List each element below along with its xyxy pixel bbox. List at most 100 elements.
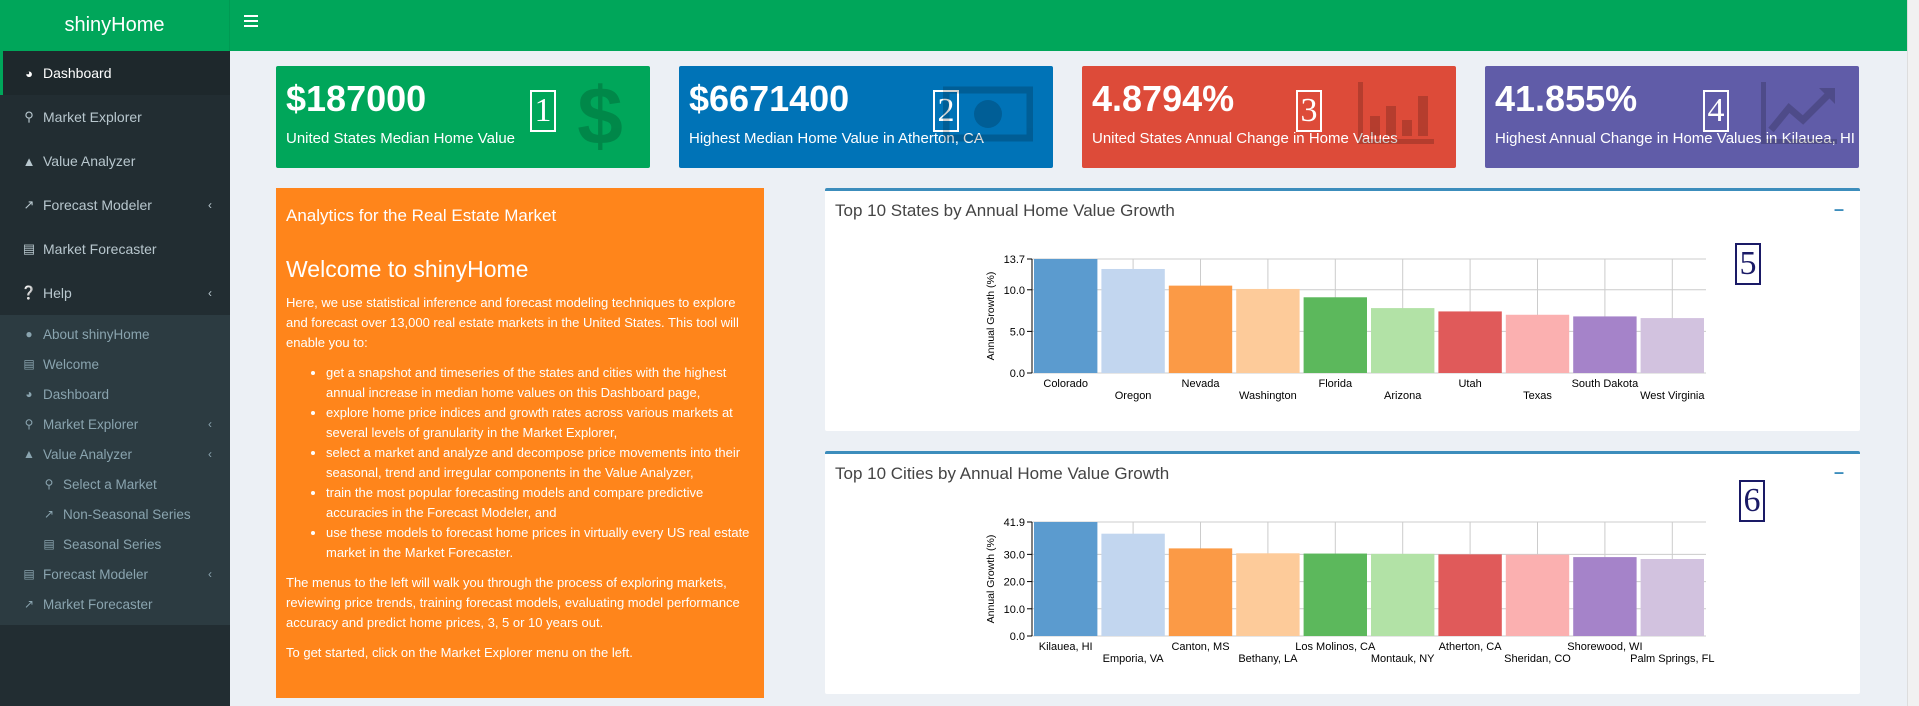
bar bbox=[1640, 559, 1704, 636]
sidebar-subitem-label: Dashboard bbox=[43, 386, 110, 402]
page-scrollbar[interactable] bbox=[1907, 0, 1919, 706]
search-icon: ⚲ bbox=[24, 109, 34, 124]
sidebar-item-value-analyzer[interactable]: ▲ Value Analyzer bbox=[0, 139, 230, 183]
sidebar-subitem-forecast-modeler[interactable]: ▤ Forecast Modeler ‹ bbox=[0, 559, 230, 589]
help-submenu: ● About shinyHome ▤ Welcome ◕ Dashboard … bbox=[0, 315, 230, 625]
chevron-left-icon: ‹ bbox=[208, 286, 212, 300]
dashboard-icon: ◕ bbox=[25, 387, 33, 401]
x-tick-label: Utah bbox=[1458, 378, 1481, 390]
cities-bar-chart: 0.0 10.0 20.0 30.0 41.9 Kilauea, HI Emporia, V… bbox=[985, 517, 1714, 665]
y-tick-label: 10.0 bbox=[1004, 285, 1025, 297]
sidebar-item-help[interactable]: ❔ Help ‹ bbox=[0, 271, 230, 315]
y-tick-label: 13.7 bbox=[1004, 254, 1025, 266]
bar bbox=[1034, 522, 1098, 636]
sidebar-subitem-seasonal[interactable]: ▤ Seasonal Series bbox=[0, 529, 230, 559]
list-item: select a market and analyze and decompos… bbox=[326, 443, 754, 483]
y-axis-label: Annual Growth (%) bbox=[985, 535, 997, 624]
sidebar-subitem-label: Select a Market bbox=[63, 476, 157, 492]
sidebar-item-market-forecaster[interactable]: ▤ Market Forecaster bbox=[0, 227, 230, 271]
bar bbox=[1168, 548, 1233, 636]
dashboard-icon: ◕ bbox=[25, 65, 33, 81]
annotation-marker: 2 bbox=[933, 90, 959, 132]
bar bbox=[1438, 311, 1502, 373]
x-tick-label: Kilauea, HI bbox=[1039, 641, 1093, 653]
x-tick-label: Atherton, CA bbox=[1439, 641, 1503, 653]
chevron-left-icon: ‹ bbox=[208, 198, 212, 212]
x-tick-label: Oregon bbox=[1115, 390, 1152, 402]
states-bar-chart: 0.0 5.0 10.0 13.7 Colorado Oregon Nevada Washin… bbox=[985, 254, 1706, 402]
book-icon: ▤ bbox=[23, 357, 35, 371]
collapse-button[interactable]: – bbox=[1833, 462, 1844, 482]
bar bbox=[1505, 314, 1570, 373]
sidebar-subitem-select-market[interactable]: ⚲ Select a Market bbox=[0, 469, 230, 499]
annotation-marker: 1 bbox=[530, 90, 556, 132]
area-chart-icon: ▲ bbox=[23, 447, 35, 461]
chevron-down-icon: ‹ bbox=[208, 447, 212, 461]
y-tick-label: 10.0 bbox=[1004, 604, 1025, 616]
sidebar-item-dashboard[interactable]: ◕ Dashboard bbox=[0, 51, 230, 95]
intro-panel-title: Analytics for the Real Estate Market bbox=[286, 206, 557, 225]
x-tick-label: West Virginia bbox=[1640, 390, 1705, 402]
value-box-value: $187000 bbox=[286, 78, 427, 119]
x-tick-label: Texas bbox=[1523, 390, 1552, 402]
y-tick-label: 41.9 bbox=[1004, 517, 1025, 529]
sidebar-item-market-explorer[interactable]: ⚲ Market Explorer bbox=[0, 95, 230, 139]
annotation-marker: 5 bbox=[1735, 243, 1761, 285]
annotation-marker: 4 bbox=[1703, 90, 1729, 132]
bar bbox=[1573, 557, 1637, 636]
line-chart-icon bbox=[1761, 82, 1837, 144]
sidebar-subitem-market-explorer[interactable]: ⚲ Market Explorer ‹ bbox=[0, 409, 230, 439]
bar bbox=[1034, 259, 1098, 373]
list-item: explore home price indices and growth ra… bbox=[326, 403, 754, 443]
intro-panel: Analytics for the Real Estate Market Wel… bbox=[276, 188, 764, 698]
states-chart-panel: Top 10 States by Annual Home Value Growt… bbox=[825, 188, 1860, 431]
value-box-highest-median: $6671400 Highest Median Home Value in At… bbox=[679, 66, 1053, 168]
bar bbox=[1236, 553, 1300, 636]
intro-heading: Welcome to shinyHome bbox=[286, 256, 529, 282]
value-box-label: Highest Annual Change in Home Values in … bbox=[1495, 130, 1855, 147]
sidebar-toggle-icon[interactable] bbox=[244, 15, 258, 27]
area-chart-icon: ▲ bbox=[22, 153, 36, 169]
y-tick-label: 5.0 bbox=[1010, 326, 1025, 338]
question-circle-icon: ❔ bbox=[20, 285, 38, 300]
svg-text:$: $ bbox=[577, 78, 623, 154]
sidebar-item-label: Forecast Modeler bbox=[43, 197, 152, 213]
bar bbox=[1303, 297, 1367, 373]
x-tick-label: Los Molinos, CA bbox=[1295, 641, 1376, 653]
sidebar-subitem-label: Welcome bbox=[43, 356, 100, 372]
money-icon bbox=[943, 86, 1033, 142]
sidebar-subitem-non-seasonal[interactable]: ↗ Non-Seasonal Series bbox=[0, 499, 230, 529]
sidebar-item-label: Value Analyzer bbox=[43, 153, 136, 169]
sidebar-subitem-dashboard[interactable]: ◕ Dashboard bbox=[0, 379, 230, 409]
collapse-button[interactable]: – bbox=[1833, 199, 1844, 219]
sidebar-subitem-about[interactable]: ● About shinyHome bbox=[0, 319, 230, 349]
bar bbox=[1101, 268, 1165, 373]
value-box-label: United States Annual Change in Home Valu… bbox=[1092, 130, 1398, 147]
bar-chart-icon: ▤ bbox=[23, 567, 35, 581]
value-box-label: Highest Median Home Value in Atherton, C… bbox=[689, 130, 984, 147]
value-box-highest-annual-change: 41.855% Highest Annual Change in Home Va… bbox=[1485, 66, 1859, 168]
sidebar-item-label: Market Explorer bbox=[43, 109, 142, 125]
bar bbox=[1168, 285, 1233, 373]
value-box-value: $6671400 bbox=[689, 78, 850, 119]
top-navbar bbox=[230, 0, 1907, 51]
x-tick-label: Florida bbox=[1318, 378, 1353, 390]
chevron-left-icon: ‹ bbox=[208, 417, 212, 431]
value-box-us-annual-change: 4.8794% United States Annual Change in H… bbox=[1082, 66, 1456, 168]
sidebar-subitem-value-analyzer[interactable]: ▲ Value Analyzer ‹ bbox=[0, 439, 230, 469]
sidebar-item-forecast-modeler[interactable]: ↗ Forecast Modeler ‹ bbox=[0, 183, 230, 227]
sidebar-subitem-market-forecaster[interactable]: ↗ Market Forecaster bbox=[0, 589, 230, 619]
intro-paragraph: Here, we use statistical inference and f… bbox=[286, 295, 739, 350]
bar bbox=[1371, 553, 1435, 636]
value-box-value: 41.855% bbox=[1495, 78, 1638, 119]
x-tick-label: Nevada bbox=[1182, 378, 1221, 390]
sidebar-subitem-welcome[interactable]: ▤ Welcome bbox=[0, 349, 230, 379]
app-logo[interactable]: shinyHome bbox=[0, 0, 230, 51]
sidebar-subitem-label: Value Analyzer bbox=[43, 446, 133, 462]
y-tick-label: 20.0 bbox=[1004, 577, 1025, 589]
chart-panel-title: Top 10 States by Annual Home Value Growt… bbox=[835, 201, 1175, 220]
sidebar-subitem-label: Seasonal Series bbox=[63, 536, 162, 552]
sidebar-item-label: Help bbox=[43, 285, 72, 301]
sidebar-subitem-label: Forecast Modeler bbox=[43, 566, 149, 582]
chevron-left-icon: ‹ bbox=[208, 567, 212, 581]
